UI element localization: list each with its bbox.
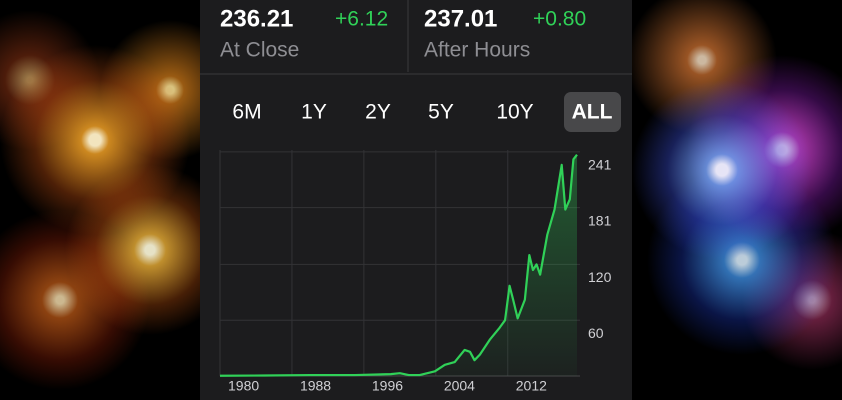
stock-view: 236.21 +6.12 At Close 237.01 +0.80 After… bbox=[200, 0, 632, 394]
fireworks-left bbox=[0, 0, 200, 400]
close-label: At Close bbox=[220, 39, 299, 62]
x-tick-label: 1988 bbox=[300, 378, 331, 394]
price-line bbox=[219, 153, 578, 377]
x-tick-label: 2012 bbox=[516, 378, 547, 394]
y-tick-label: 60 bbox=[588, 325, 604, 341]
chart: 1980 1988 1996 2004 2012 60 120 181 241 bbox=[219, 150, 612, 394]
stock-panel: 236.21 +6.12 At Close 237.01 +0.80 After… bbox=[200, 0, 632, 400]
y-tick-label: 241 bbox=[588, 157, 612, 173]
range-selector: 6M 1Y 2Y 5Y 10Y ALL bbox=[232, 92, 621, 132]
after-price: 237.01 bbox=[424, 5, 497, 32]
range-button[interactable]: 6M bbox=[232, 101, 261, 124]
area bbox=[220, 154, 577, 376]
range-button[interactable]: 2Y bbox=[365, 101, 391, 124]
x-tick-label: 1980 bbox=[228, 378, 259, 394]
y-tick-label: 120 bbox=[588, 269, 612, 285]
x-tick-label: 2004 bbox=[444, 378, 475, 394]
range-button[interactable]: ALL bbox=[572, 101, 613, 124]
after-label: After Hours bbox=[424, 39, 530, 62]
close-price: 236.21 bbox=[220, 5, 293, 32]
range-highlight bbox=[564, 92, 621, 132]
fireworks-right bbox=[632, 0, 842, 400]
x-tick-label: 1996 bbox=[372, 378, 403, 394]
range-button[interactable]: 1Y bbox=[301, 101, 327, 124]
after-change: +0.80 bbox=[533, 8, 586, 31]
range-button[interactable]: 10Y bbox=[496, 101, 533, 124]
range-button[interactable]: 5Y bbox=[428, 101, 454, 124]
y-tick-label: 181 bbox=[588, 212, 612, 228]
close-change: +6.12 bbox=[335, 8, 388, 31]
